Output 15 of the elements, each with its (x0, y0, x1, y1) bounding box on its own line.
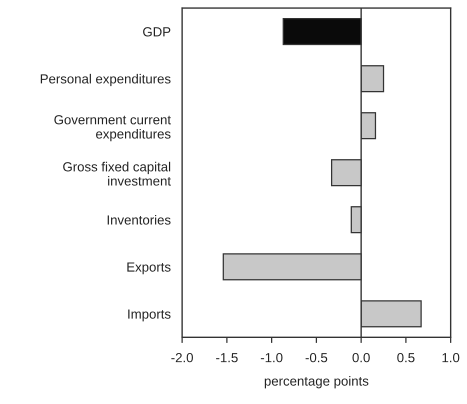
x-tick-label: 0.0 (352, 352, 370, 362)
x-tick-label: 0.5 (397, 352, 415, 362)
x-tick-label: -0.5 (306, 352, 328, 362)
y-tick-label: GDP (143, 27, 170, 37)
y-tick-label: Personal expenditures (40, 74, 171, 86)
x-tick-label: -1.5 (216, 353, 238, 362)
x-tick-label: -1.0 (260, 352, 282, 362)
y-tick-label: Gross fixed capital investment (63, 162, 171, 186)
y-tick-label: Exports (127, 262, 171, 274)
y-tick-label: Imports (128, 310, 171, 322)
y-tick-label: Inventories (108, 214, 171, 225)
x-axis-title: percentage points (264, 376, 368, 388)
y-tick-label: Government current expenditures (54, 115, 171, 142)
x-tick-label: -2.0 (171, 352, 193, 362)
x-tick-label: 1.0 (442, 352, 460, 362)
